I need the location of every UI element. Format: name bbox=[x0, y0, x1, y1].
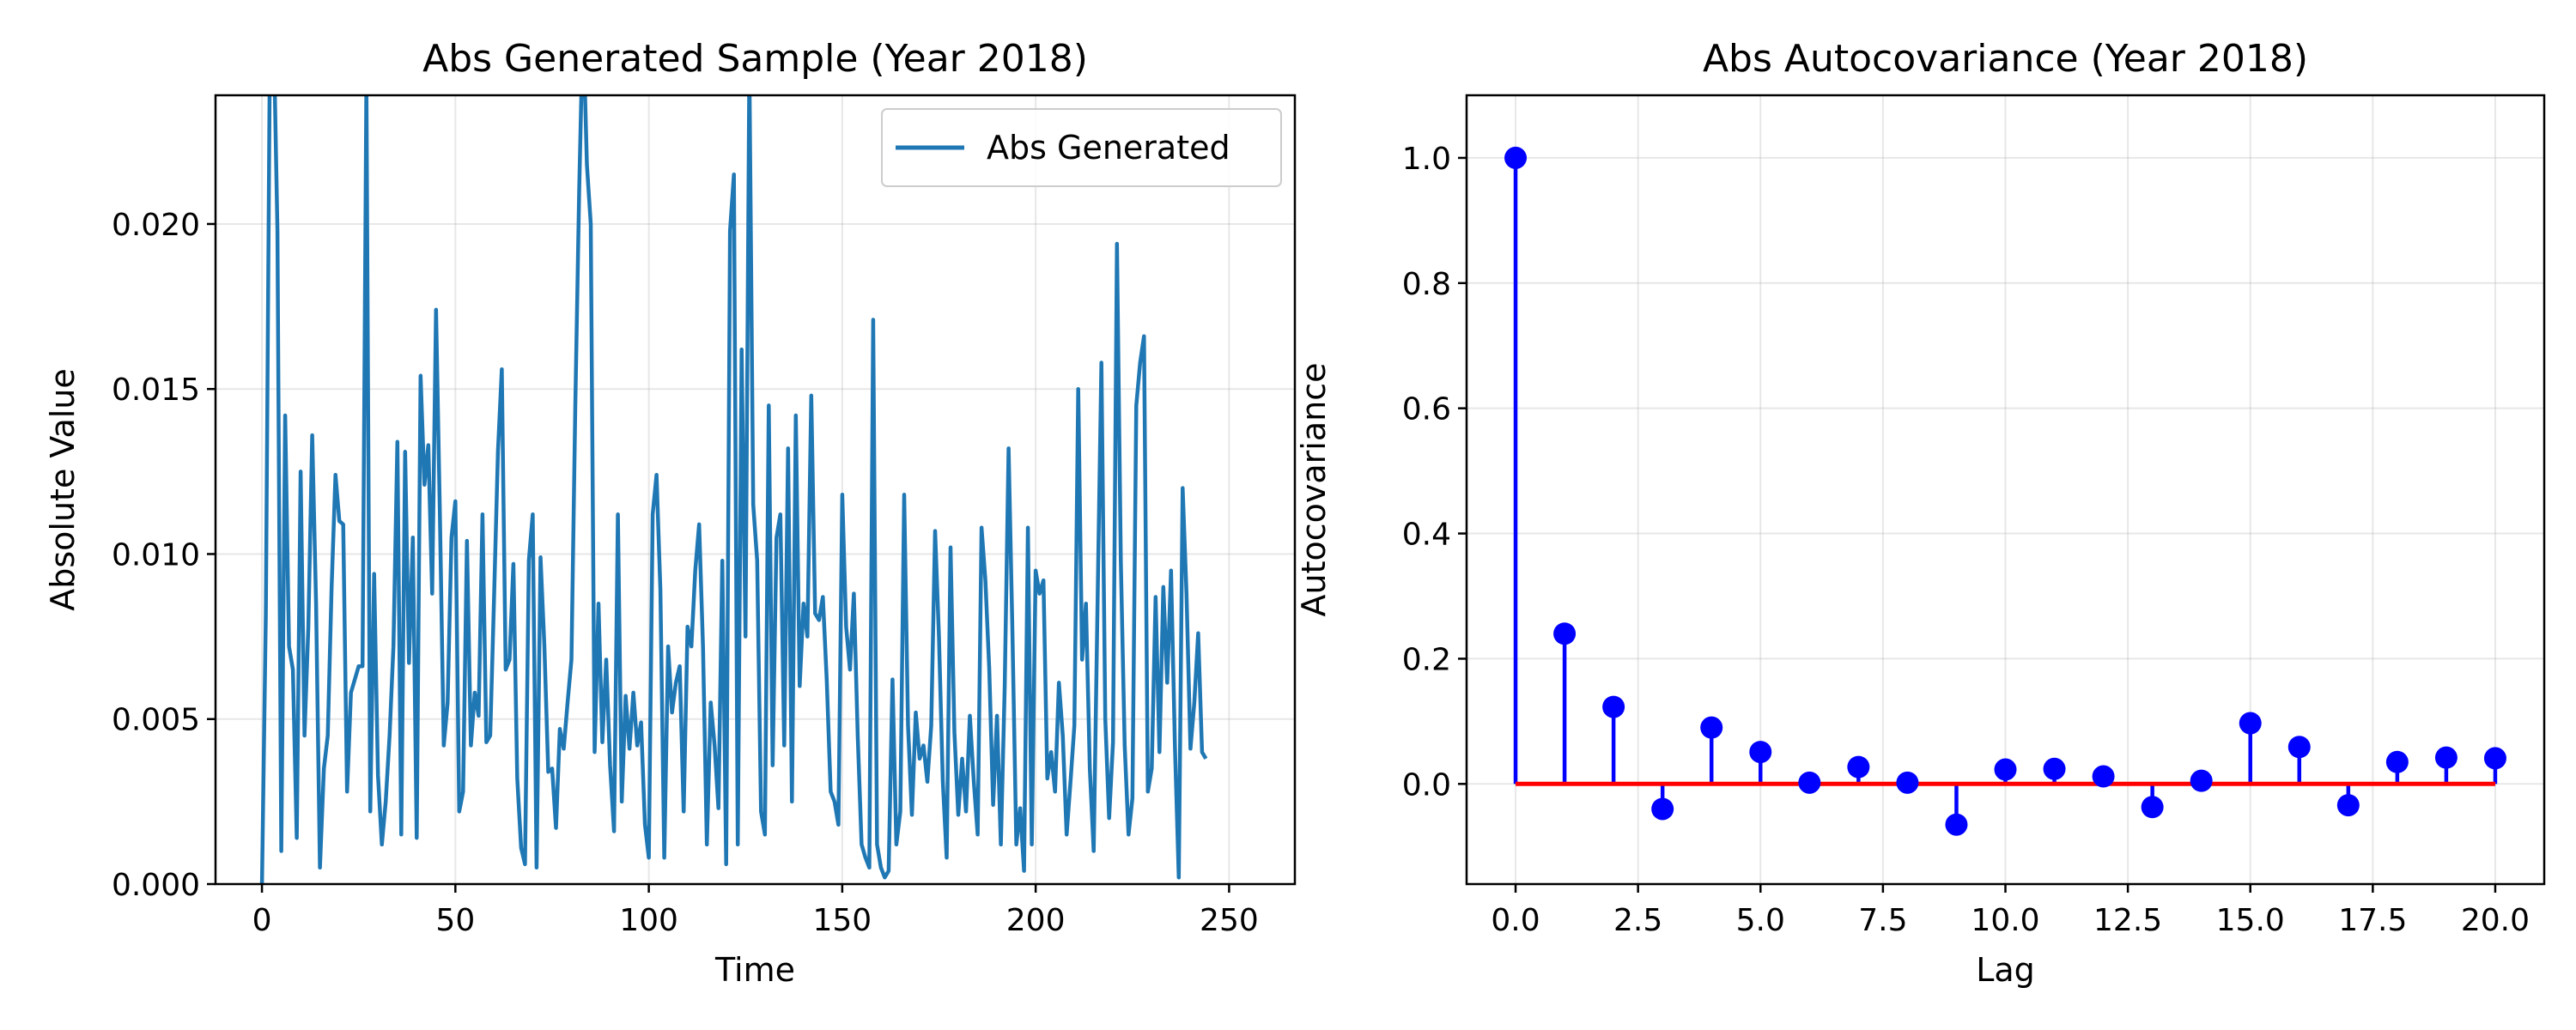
x-tick-label: 17.5 bbox=[2338, 903, 2407, 938]
stem-marker bbox=[1504, 146, 1528, 169]
left-axes-frame bbox=[214, 94, 1297, 886]
x-tick-label: 50 bbox=[435, 903, 475, 938]
y-tick-label: 0.005 bbox=[112, 703, 200, 738]
stem-marker bbox=[1749, 741, 1772, 764]
y-tick-label: 1.0 bbox=[1402, 142, 1451, 177]
y-tick-label: 0.0 bbox=[1402, 767, 1451, 803]
y-tick-label: 0.8 bbox=[1402, 267, 1451, 302]
stem-marker bbox=[1651, 797, 1674, 821]
x-tick-label: 7.5 bbox=[1858, 903, 1907, 938]
stem-marker bbox=[2483, 747, 2506, 770]
y-tick-label: 0.015 bbox=[112, 373, 200, 408]
x-tick-label: 200 bbox=[1006, 903, 1066, 938]
stem-marker bbox=[2336, 794, 2360, 817]
right-x-ticks: 0.0 2.5 5.0 7.5 10.0 12.5 15.0 17.5 20.0 bbox=[1491, 884, 2530, 938]
y-tick-label: 0.020 bbox=[112, 208, 200, 243]
stem-marker bbox=[1896, 771, 1919, 794]
series-line-0 bbox=[259, 95, 1208, 884]
left-x-axis-label: Time bbox=[714, 951, 795, 989]
stem-marker bbox=[1798, 771, 1821, 794]
right-plot-area bbox=[1504, 146, 2506, 836]
legend-box bbox=[881, 108, 1282, 187]
y-tick-label: 0.6 bbox=[1402, 392, 1451, 427]
stem-marker bbox=[1945, 813, 1968, 836]
right-x-axis-label: Lag bbox=[1976, 951, 2035, 989]
stem-marker bbox=[1700, 716, 1723, 739]
x-tick-label: 20.0 bbox=[2461, 903, 2530, 938]
right-y-axis-label: Autocovariance bbox=[1295, 363, 1333, 617]
stem-marker bbox=[2434, 746, 2458, 769]
x-tick-label: 0 bbox=[252, 903, 272, 938]
y-tick-label: 0.010 bbox=[112, 537, 200, 573]
x-tick-label: 0.0 bbox=[1491, 903, 1540, 938]
x-tick-label: 150 bbox=[813, 903, 872, 938]
legend: Abs Generated bbox=[881, 108, 1282, 187]
stem-marker bbox=[2239, 712, 2262, 735]
stem-marker bbox=[2190, 769, 2213, 792]
right-axes-frame bbox=[1465, 94, 2546, 886]
right-chart-title: Abs Autocovariance (Year 2018) bbox=[1703, 37, 2308, 81]
left-x-ticks: 0 50 100 150 200 250 bbox=[252, 884, 1259, 938]
x-tick-label: 250 bbox=[1200, 903, 1259, 938]
stem-marker bbox=[1553, 622, 1577, 645]
abs-generated-chart: 0 50 100 150 200 250 0.000 0.005 0.010 0.015 0.02… bbox=[44, 37, 1297, 989]
abs-autocovariance-chart: 0.0 2.5 5.0 7.5 10.0 12.5 15.0 17.5 20.0 0.00.20… bbox=[1295, 37, 2546, 989]
left-y-ticks: 0.000 0.005 0.010 0.015 0.020 bbox=[112, 208, 216, 903]
y-tick-label: 0.4 bbox=[1402, 518, 1451, 553]
stem-marker bbox=[2385, 750, 2409, 773]
stem-marker bbox=[2043, 757, 2066, 780]
left-plot-area bbox=[259, 95, 1208, 884]
x-tick-label: 5.0 bbox=[1736, 903, 1785, 938]
left-chart-title: Abs Generated Sample (Year 2018) bbox=[422, 37, 1088, 81]
x-tick-label: 100 bbox=[619, 903, 678, 938]
stem-marker bbox=[2287, 736, 2311, 759]
stem-marker bbox=[2141, 796, 2164, 819]
x-tick-label: 2.5 bbox=[1613, 903, 1662, 938]
stem-marker bbox=[2092, 765, 2115, 788]
y-tick-label: 0.000 bbox=[112, 868, 200, 903]
x-tick-label: 12.5 bbox=[2093, 903, 2162, 938]
stem-marker bbox=[1994, 758, 2017, 781]
y-tick-label: 0.2 bbox=[1402, 642, 1451, 677]
stem-marker bbox=[1847, 755, 1870, 779]
right-y-ticks: 0.0 0.2 0.4 0.6 0.8 1.0 bbox=[1402, 142, 1467, 803]
stem-marker bbox=[1602, 695, 1625, 718]
x-tick-label: 10.0 bbox=[1971, 903, 2039, 938]
left-y-axis-label: Absolute Value bbox=[44, 368, 82, 611]
x-tick-label: 15.0 bbox=[2216, 903, 2285, 938]
legend-label: Abs Generated bbox=[987, 129, 1230, 167]
